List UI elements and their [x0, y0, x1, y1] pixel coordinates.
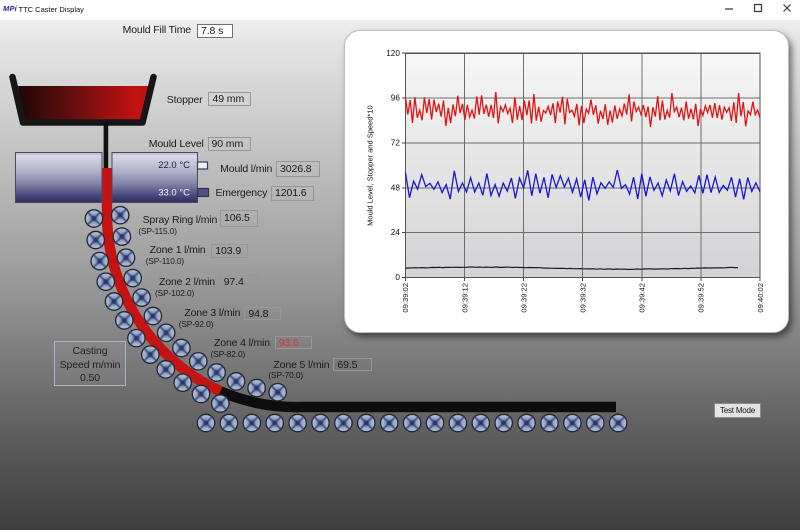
svg-text:Mould Level, Stopper and Speed: Mould Level, Stopper and Speed*10: [366, 105, 375, 226]
svg-text:22.0 °C: 22.0 °C: [158, 160, 190, 171]
svg-text:48: 48: [391, 183, 401, 192]
svg-text:09:39:02: 09:39:02: [401, 283, 410, 313]
svg-text:72: 72: [391, 139, 401, 148]
svg-text:96: 96: [391, 94, 401, 103]
svg-text:09:39:42: 09:39:42: [638, 283, 647, 313]
svg-text:0: 0: [395, 273, 400, 282]
svg-text:24: 24: [391, 228, 401, 237]
svg-text:09:39:52: 09:39:52: [697, 283, 706, 313]
svg-text:09:39:32: 09:39:32: [579, 283, 588, 313]
svg-text:09:39:22: 09:39:22: [519, 283, 528, 313]
svg-text:09:40:02: 09:40:02: [756, 283, 765, 313]
svg-text:09:39:12: 09:39:12: [460, 283, 469, 313]
svg-text:120: 120: [386, 49, 400, 58]
svg-text:33.0 °C: 33.0 °C: [158, 188, 190, 199]
